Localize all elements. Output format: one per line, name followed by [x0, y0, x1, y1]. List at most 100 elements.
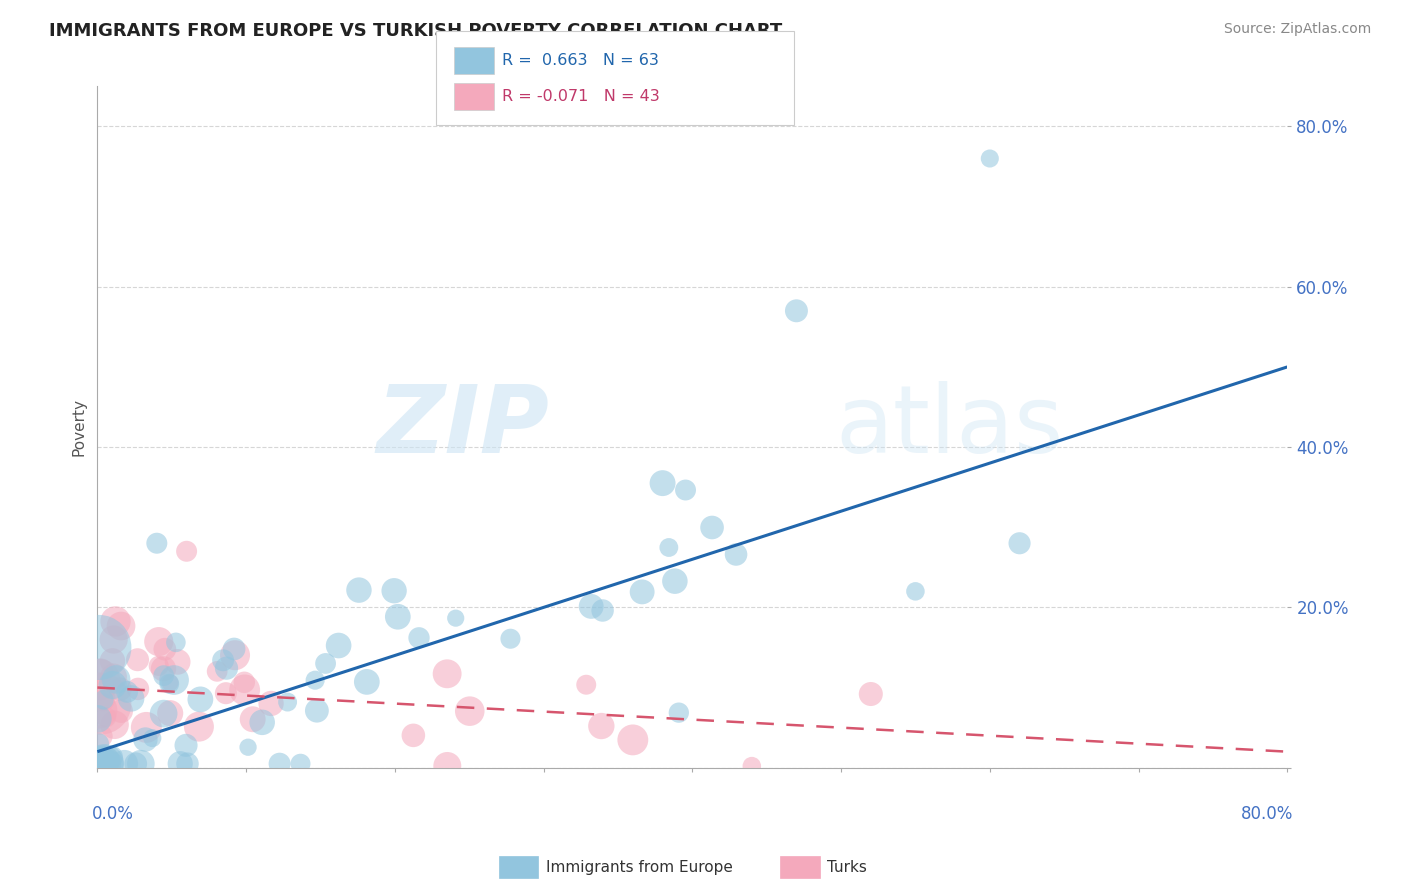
Point — [979, 152, 1001, 166]
Point — [176, 544, 198, 558]
Text: Source: ZipAtlas.com: Source: ZipAtlas.com — [1223, 22, 1371, 37]
Point — [591, 719, 613, 733]
Point — [152, 668, 174, 682]
Point — [89, 697, 111, 711]
Point — [436, 759, 458, 773]
Point — [87, 703, 110, 717]
Point — [115, 685, 138, 699]
Point — [152, 662, 174, 676]
Point — [592, 603, 614, 617]
Point — [127, 653, 149, 667]
Point — [233, 675, 256, 690]
Point — [315, 657, 337, 671]
Point — [408, 631, 430, 645]
Point — [103, 718, 125, 732]
Point — [176, 756, 198, 771]
Point — [402, 728, 425, 742]
Point — [141, 731, 163, 746]
Point — [135, 720, 157, 734]
Point — [382, 583, 405, 598]
Text: Turks: Turks — [827, 860, 866, 874]
Point — [250, 715, 273, 730]
Point — [112, 756, 135, 771]
Point — [651, 476, 673, 491]
Point — [105, 673, 128, 687]
Point — [205, 665, 228, 679]
Point — [356, 674, 378, 689]
Point — [159, 675, 181, 690]
Point — [166, 655, 188, 669]
Point — [169, 756, 191, 771]
Text: IMMIGRANTS FROM EUROPE VS TURKISH POVERTY CORRELATION CHART: IMMIGRANTS FROM EUROPE VS TURKISH POVERT… — [49, 22, 783, 40]
Point — [668, 706, 690, 720]
Point — [675, 483, 697, 497]
Point — [215, 661, 238, 675]
Point — [152, 706, 174, 721]
Point — [658, 541, 681, 555]
Text: atlas: atlas — [835, 381, 1063, 473]
Point — [91, 756, 114, 771]
Point — [304, 673, 326, 688]
Point — [120, 691, 142, 706]
Point — [148, 658, 170, 673]
Point — [134, 732, 156, 747]
Point — [236, 740, 259, 755]
Point — [277, 695, 299, 709]
Point — [347, 583, 370, 598]
Point — [87, 756, 110, 771]
Point — [125, 756, 148, 771]
Point — [90, 756, 112, 771]
Point — [190, 692, 212, 706]
Text: R = -0.071   N = 43: R = -0.071 N = 43 — [502, 89, 659, 103]
Text: 0.0%: 0.0% — [91, 805, 134, 823]
Point — [153, 642, 176, 657]
Point — [87, 737, 110, 751]
Point — [631, 585, 654, 599]
Y-axis label: Poverty: Poverty — [72, 398, 86, 456]
Point — [94, 754, 117, 768]
Point — [89, 673, 111, 687]
Point — [93, 693, 115, 707]
Point — [215, 686, 238, 700]
Point — [127, 681, 149, 696]
Text: ZIP: ZIP — [377, 381, 550, 473]
Point — [436, 666, 458, 681]
Point — [305, 704, 328, 718]
Point — [242, 712, 264, 726]
Point — [108, 682, 131, 697]
Point — [91, 691, 114, 706]
Point — [100, 750, 122, 764]
Point — [621, 732, 644, 747]
Point — [163, 673, 186, 687]
Point — [87, 640, 110, 655]
Point — [101, 654, 124, 668]
Point — [725, 548, 748, 562]
Text: R =  0.663   N = 63: R = 0.663 N = 63 — [502, 54, 659, 68]
Point — [174, 739, 197, 753]
Point — [187, 720, 209, 734]
Point — [165, 635, 187, 649]
Point — [93, 756, 115, 771]
Point — [741, 759, 763, 773]
Point — [499, 632, 522, 646]
Point — [103, 632, 125, 647]
Point — [575, 678, 598, 692]
Text: Immigrants from Europe: Immigrants from Europe — [546, 860, 733, 874]
Point — [110, 704, 132, 718]
Point — [90, 729, 112, 743]
Point — [904, 584, 927, 599]
Point — [387, 609, 409, 624]
Point — [224, 642, 246, 657]
Point — [664, 574, 686, 589]
Point — [785, 303, 807, 318]
Point — [146, 536, 169, 550]
Text: 80.0%: 80.0% — [1241, 805, 1294, 823]
Point — [104, 615, 127, 629]
Point — [269, 756, 291, 771]
Point — [260, 697, 283, 711]
Point — [101, 678, 124, 692]
Point — [1008, 536, 1031, 550]
Point — [103, 670, 125, 684]
Point — [148, 634, 170, 648]
Point — [458, 704, 481, 718]
